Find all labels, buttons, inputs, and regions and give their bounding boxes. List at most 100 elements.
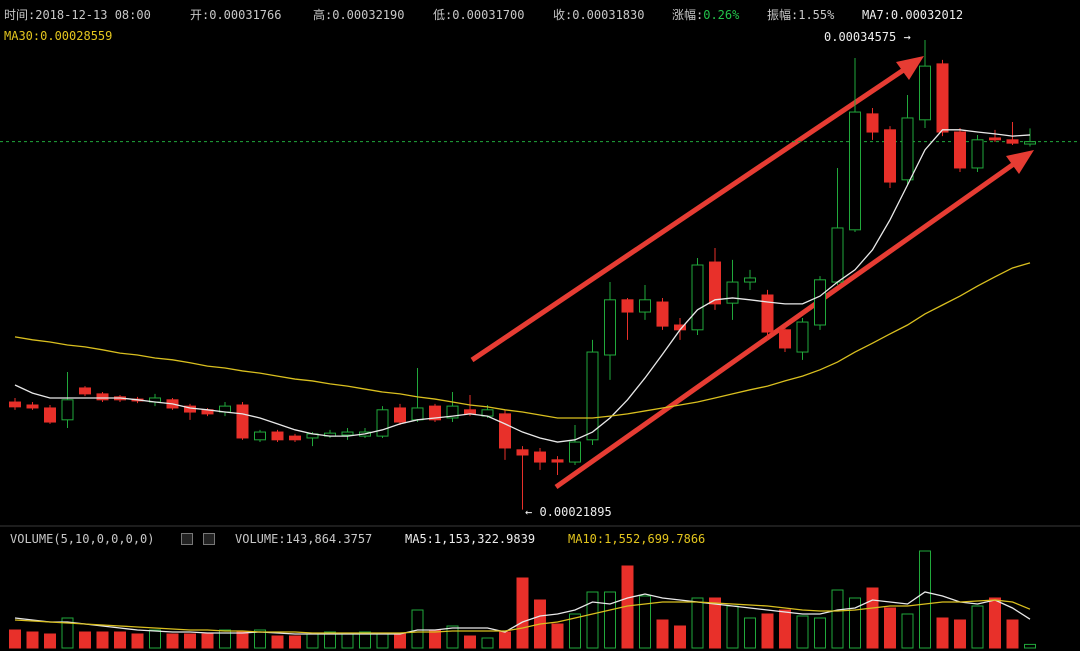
trend-arrow-lower [554,158,1020,490]
value: 0.00031830 [572,8,645,22]
volume-bar [989,597,1001,649]
candle-body [551,459,564,463]
settings-icon[interactable] [181,533,193,545]
volume-ma-line [14,591,1031,635]
candle-body [726,281,739,304]
candle-body [569,441,581,463]
value: 0.00031700 [452,8,525,22]
volume-bar [639,595,651,649]
candle-body [691,264,704,331]
volume-bar [586,591,599,649]
candle-body [516,449,529,456]
volume-bar [901,613,914,649]
candle-body [79,387,91,395]
volume-ma10: MA10:1,552,699.7866 [568,532,706,546]
candle-body [1024,141,1036,145]
candle-body [341,431,354,436]
candle-body [499,413,511,449]
volume-bar [814,617,826,649]
header-item: 时间:2018-12-13 08:00 [4,8,151,22]
value: 0.00031766 [209,8,282,22]
label: 高: [313,8,333,22]
candle-body [639,299,651,313]
header-item: MA30:0.00028559 [4,29,112,43]
volume-bar [656,619,669,649]
volume-bar [516,577,529,649]
volume-bar [499,631,511,649]
candle-body [884,129,896,183]
candle-body [849,111,861,231]
header-item: 振幅:1.55% [767,8,834,22]
candle-body [709,261,721,305]
label: 开: [190,8,210,22]
volume-bar [464,635,476,649]
candle-body [621,299,634,313]
volume-bar [954,619,966,649]
volume-bar [726,605,739,649]
candle-body [254,431,266,441]
volume-value: VOLUME:143,864.3757 [235,532,373,546]
volume-bar [709,597,721,649]
candle-body [989,137,1001,141]
candle-body [9,401,21,408]
volume-bar [9,629,21,649]
trend-arrow-upper [470,64,910,363]
volume-bar [884,607,896,649]
candle-body [376,409,389,437]
candle-body [814,279,826,326]
label: 低: [433,8,453,22]
volume-bar [551,623,564,649]
candle-body [1006,139,1019,144]
volume-bar [219,629,231,649]
candle-body [429,405,441,421]
header-item: 收:0.00031830 [553,8,644,22]
candle-body [936,63,949,133]
volume-ma5: MA5:1,153,322.9839 [405,532,536,546]
value: 2018-12-13 08:00 [35,8,151,22]
volume-bar [61,617,74,649]
volume-bar [26,631,39,649]
volume-bar [79,631,91,649]
label: 时间: [4,8,36,22]
arrow-head [896,56,924,80]
volume-bar [149,629,161,649]
close-icon[interactable] [203,533,215,545]
candle-body [44,407,56,423]
candle-body [26,404,39,409]
volume-bar [341,633,354,649]
header-item: MA7:0.00032012 [862,8,963,22]
low-annotation: ← 0.00021895 [525,505,612,519]
volume-bar [779,609,791,649]
value: 0.26% [703,8,740,22]
candle-body [831,227,844,283]
volume-bar [849,597,861,649]
arrow-head [1006,150,1034,174]
candle-body [411,407,424,421]
volume-bar [394,633,406,649]
volume-bar [936,617,949,649]
volume-bar [971,605,984,649]
volume-bar [306,633,319,649]
value: 0.00032190 [332,8,405,22]
candle-body [236,404,249,439]
candle-body [971,139,984,169]
volume-bar [271,635,284,649]
header-item: 高:0.00032190 [313,8,404,22]
candle-body [866,113,879,133]
volume-bar [254,629,266,649]
trend-arrows [470,56,1034,490]
volume-bar [236,631,249,649]
volume-bar [376,633,389,649]
volume-bar [796,615,809,649]
volume-bar [166,633,179,649]
candle-body [289,435,301,441]
volume-bar [866,587,879,649]
volume-bar [324,631,336,649]
volume-bar [604,591,616,649]
candle-body [761,294,774,333]
volume-bar [359,631,371,649]
label: MA30: [4,29,41,43]
volume-bar [429,629,441,649]
candle-body [604,299,616,356]
